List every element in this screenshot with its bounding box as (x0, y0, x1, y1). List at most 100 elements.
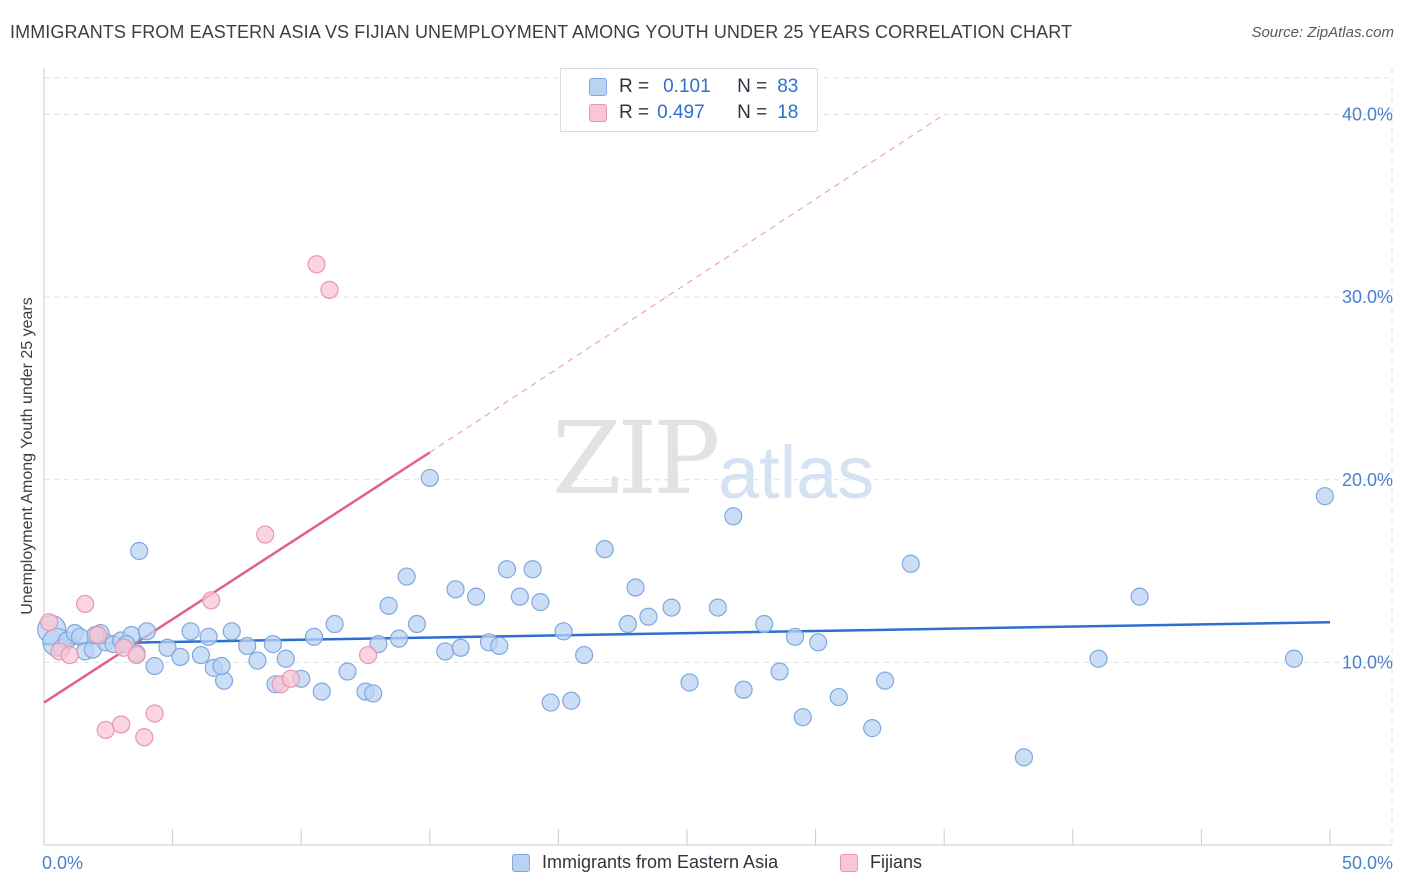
data-point-immigrants (158, 638, 177, 657)
series-fijians-points (40, 255, 378, 747)
data-point-immigrants (364, 684, 383, 703)
trend-line-immigrants (43, 620, 1331, 646)
data-point-immigrants (1014, 748, 1034, 767)
data-point-immigrants (222, 622, 241, 641)
data-point-immigrants (575, 645, 594, 665)
data-point-immigrants (1315, 487, 1334, 506)
data-point-immigrants (1089, 649, 1108, 668)
data-point-immigrants (451, 638, 470, 657)
data-point-immigrants (770, 662, 789, 681)
legend-r-label: R = (619, 102, 650, 123)
data-point-immigrants (662, 598, 681, 617)
data-point-immigrants (595, 540, 614, 559)
legend-r-value: 0.497 (657, 102, 705, 123)
data-point-immigrants (389, 629, 409, 648)
watermark-zip: ZIP (552, 400, 720, 517)
trend-extension-fijians (429, 114, 945, 453)
legend-n-label: N = (737, 76, 768, 97)
correlation-legend: R = 0.101 N = 83 R = 0.497 N = 18 (560, 68, 818, 132)
data-point-fijians (145, 704, 164, 723)
data-point-immigrants (510, 587, 529, 606)
data-point-immigrants (785, 627, 805, 646)
data-point-immigrants (238, 636, 257, 656)
data-point-immigrants (407, 614, 427, 634)
axis-tick-labels: 10.0% 20.0% 30.0% 40.0% 0.0% 50.0% (42, 105, 1393, 873)
data-point-fijians (281, 669, 301, 688)
data-point-fijians (76, 594, 95, 614)
data-point-immigrants (541, 693, 560, 712)
data-point-immigrants (490, 636, 509, 656)
axes (43, 68, 1392, 846)
data-point-immigrants (397, 567, 416, 586)
data-point-fijians (135, 728, 154, 747)
data-point-immigrants (171, 647, 190, 667)
y-tick-label: 40.0% (1342, 105, 1393, 125)
data-point-immigrants (130, 541, 149, 561)
chart-title: IMMIGRANTS FROM EASTERN ASIA VS FIJIAN U… (10, 22, 1073, 42)
x-tick-label-max: 50.0% (1342, 853, 1393, 873)
data-point-immigrants (809, 633, 828, 652)
data-point-fijians (112, 715, 131, 734)
data-point-immigrants (212, 656, 231, 676)
legend-row-immigrants: R = 0.101 N = 83 (589, 75, 798, 99)
series-legend: Immigrants from Eastern Asia Fijians (0, 852, 1406, 878)
data-point-immigrants (562, 691, 581, 710)
data-point-immigrants (145, 656, 164, 676)
data-point-immigrants (901, 554, 920, 573)
legend-swatch-blue (512, 853, 530, 872)
data-point-immigrants (626, 578, 645, 597)
data-point-fijians (127, 645, 146, 665)
source-credit: Source: ZipAtlas.com (1251, 24, 1394, 41)
data-point-immigrants (875, 671, 895, 690)
data-point-immigrants (734, 680, 753, 699)
data-point-immigrants (466, 587, 486, 606)
gridlines (44, 68, 1393, 845)
legend-item-fijians[interactable]: Fijians (840, 852, 922, 873)
data-point-immigrants (181, 622, 200, 641)
data-point-immigrants (829, 687, 848, 707)
data-point-immigrants (1130, 587, 1149, 606)
data-point-fijians (320, 280, 339, 299)
data-point-immigrants (1284, 649, 1304, 668)
data-point-fijians (96, 720, 115, 740)
data-point-immigrants (446, 580, 465, 599)
legend-label-fijians: Fijians (870, 852, 923, 872)
data-point-immigrants (436, 642, 455, 661)
data-point-immigrants (304, 627, 324, 646)
y-tick-label: 30.0% (1342, 287, 1393, 307)
data-point-fijians (202, 591, 221, 610)
data-point-fijians (256, 525, 275, 544)
data-point-fijians (358, 645, 378, 665)
data-point-immigrants (618, 614, 637, 634)
legend-r-label: R = (619, 76, 650, 97)
trend-lines (43, 114, 1331, 704)
data-point-immigrants (554, 622, 573, 641)
x-tick-label-min: 0.0% (42, 853, 83, 873)
data-point-immigrants (248, 651, 267, 670)
data-point-immigrants (191, 645, 210, 665)
legend-item-immigrants[interactable]: Immigrants from Eastern Asia (512, 852, 778, 873)
data-point-immigrants (680, 673, 699, 692)
data-point-immigrants (276, 649, 295, 668)
data-point-immigrants (724, 507, 743, 526)
data-point-fijians (40, 613, 59, 632)
legend-n-value: 83 (777, 76, 799, 97)
data-point-immigrants (639, 607, 658, 626)
data-point-fijians (88, 625, 108, 645)
legend-swatch-pink (840, 853, 858, 872)
data-point-immigrants (497, 560, 517, 579)
legend-swatch-blue (589, 78, 607, 96)
data-point-immigrants (523, 560, 542, 579)
legend-swatch-pink (589, 104, 607, 122)
data-point-fijians (307, 255, 326, 274)
legend-r-value: 0.101 (663, 76, 711, 97)
data-point-immigrants (863, 719, 882, 738)
trend-line-fijians (43, 451, 431, 704)
legend-n-label: N = (737, 102, 768, 123)
legend-n-value: 18 (777, 102, 799, 123)
data-point-immigrants (420, 468, 439, 488)
y-tick-label: 10.0% (1342, 652, 1393, 672)
series-immigrants-points (37, 468, 1334, 767)
data-point-immigrants (312, 682, 331, 701)
